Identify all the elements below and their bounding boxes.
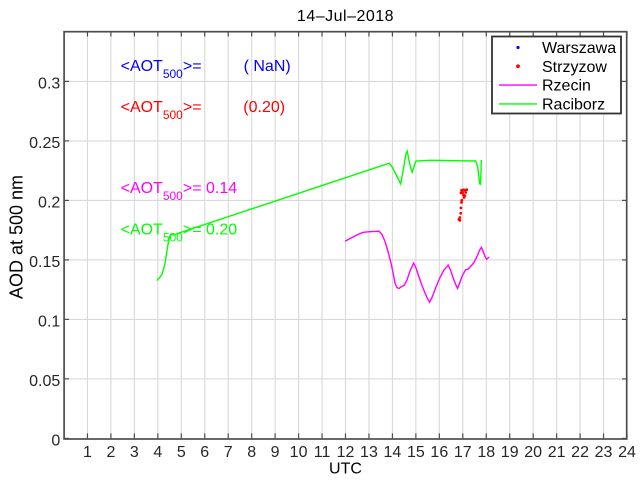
svg-text:11: 11 [314,444,331,461]
svg-text:18: 18 [477,444,495,461]
svg-text:<AOT500>=( NaN): <AOT500>=( NaN) [121,58,291,81]
svg-text:12: 12 [337,444,355,461]
svg-text:14: 14 [384,444,402,461]
svg-text:21: 21 [548,444,566,461]
svg-text:10: 10 [290,444,308,461]
svg-text:<AOT500>= 0.20: <AOT500>= 0.20 [121,221,238,244]
svg-text:17: 17 [454,444,472,461]
svg-text:<AOT500>=(0.20): <AOT500>= (0.20) [121,99,285,122]
svg-text:7: 7 [224,444,233,461]
svg-text:13: 13 [360,444,378,461]
svg-text:0.1: 0.1 [38,314,60,331]
svg-text:2: 2 [106,444,115,461]
svg-text:0.25: 0.25 [29,135,60,152]
svg-text:4: 4 [153,444,162,461]
svg-text:8: 8 [247,444,256,461]
svg-text:16: 16 [430,444,448,461]
svg-text:AOD at 500 nm: AOD at 500 nm [7,175,27,299]
svg-text:0.15: 0.15 [29,254,60,271]
svg-text:9: 9 [271,444,280,461]
svg-text:Rzecin: Rzecin [542,78,591,95]
svg-text:23: 23 [595,444,613,461]
svg-text:Raciborz: Raciborz [542,96,605,113]
svg-text:<AOT500>= 0.14: <AOT500>= 0.14 [121,180,238,203]
svg-text:0.2: 0.2 [38,195,60,212]
svg-text:0: 0 [51,433,60,450]
svg-text:14–Jul–2018: 14–Jul–2018 [297,8,394,25]
svg-text:1: 1 [83,444,92,461]
svg-text:15: 15 [407,444,425,461]
svg-text:22: 22 [571,444,589,461]
svg-text:Warszawa: Warszawa [542,40,616,57]
svg-text:0.3: 0.3 [38,76,60,93]
svg-text:Strzyzow: Strzyzow [542,59,607,76]
svg-text:5: 5 [177,444,186,461]
svg-text:UTC: UTC [329,460,362,477]
svg-text:24: 24 [618,444,636,461]
svg-text:19: 19 [501,444,519,461]
svg-text:0.05: 0.05 [29,373,60,390]
svg-text:6: 6 [200,444,209,461]
svg-text:3: 3 [130,444,139,461]
svg-text:20: 20 [524,444,542,461]
